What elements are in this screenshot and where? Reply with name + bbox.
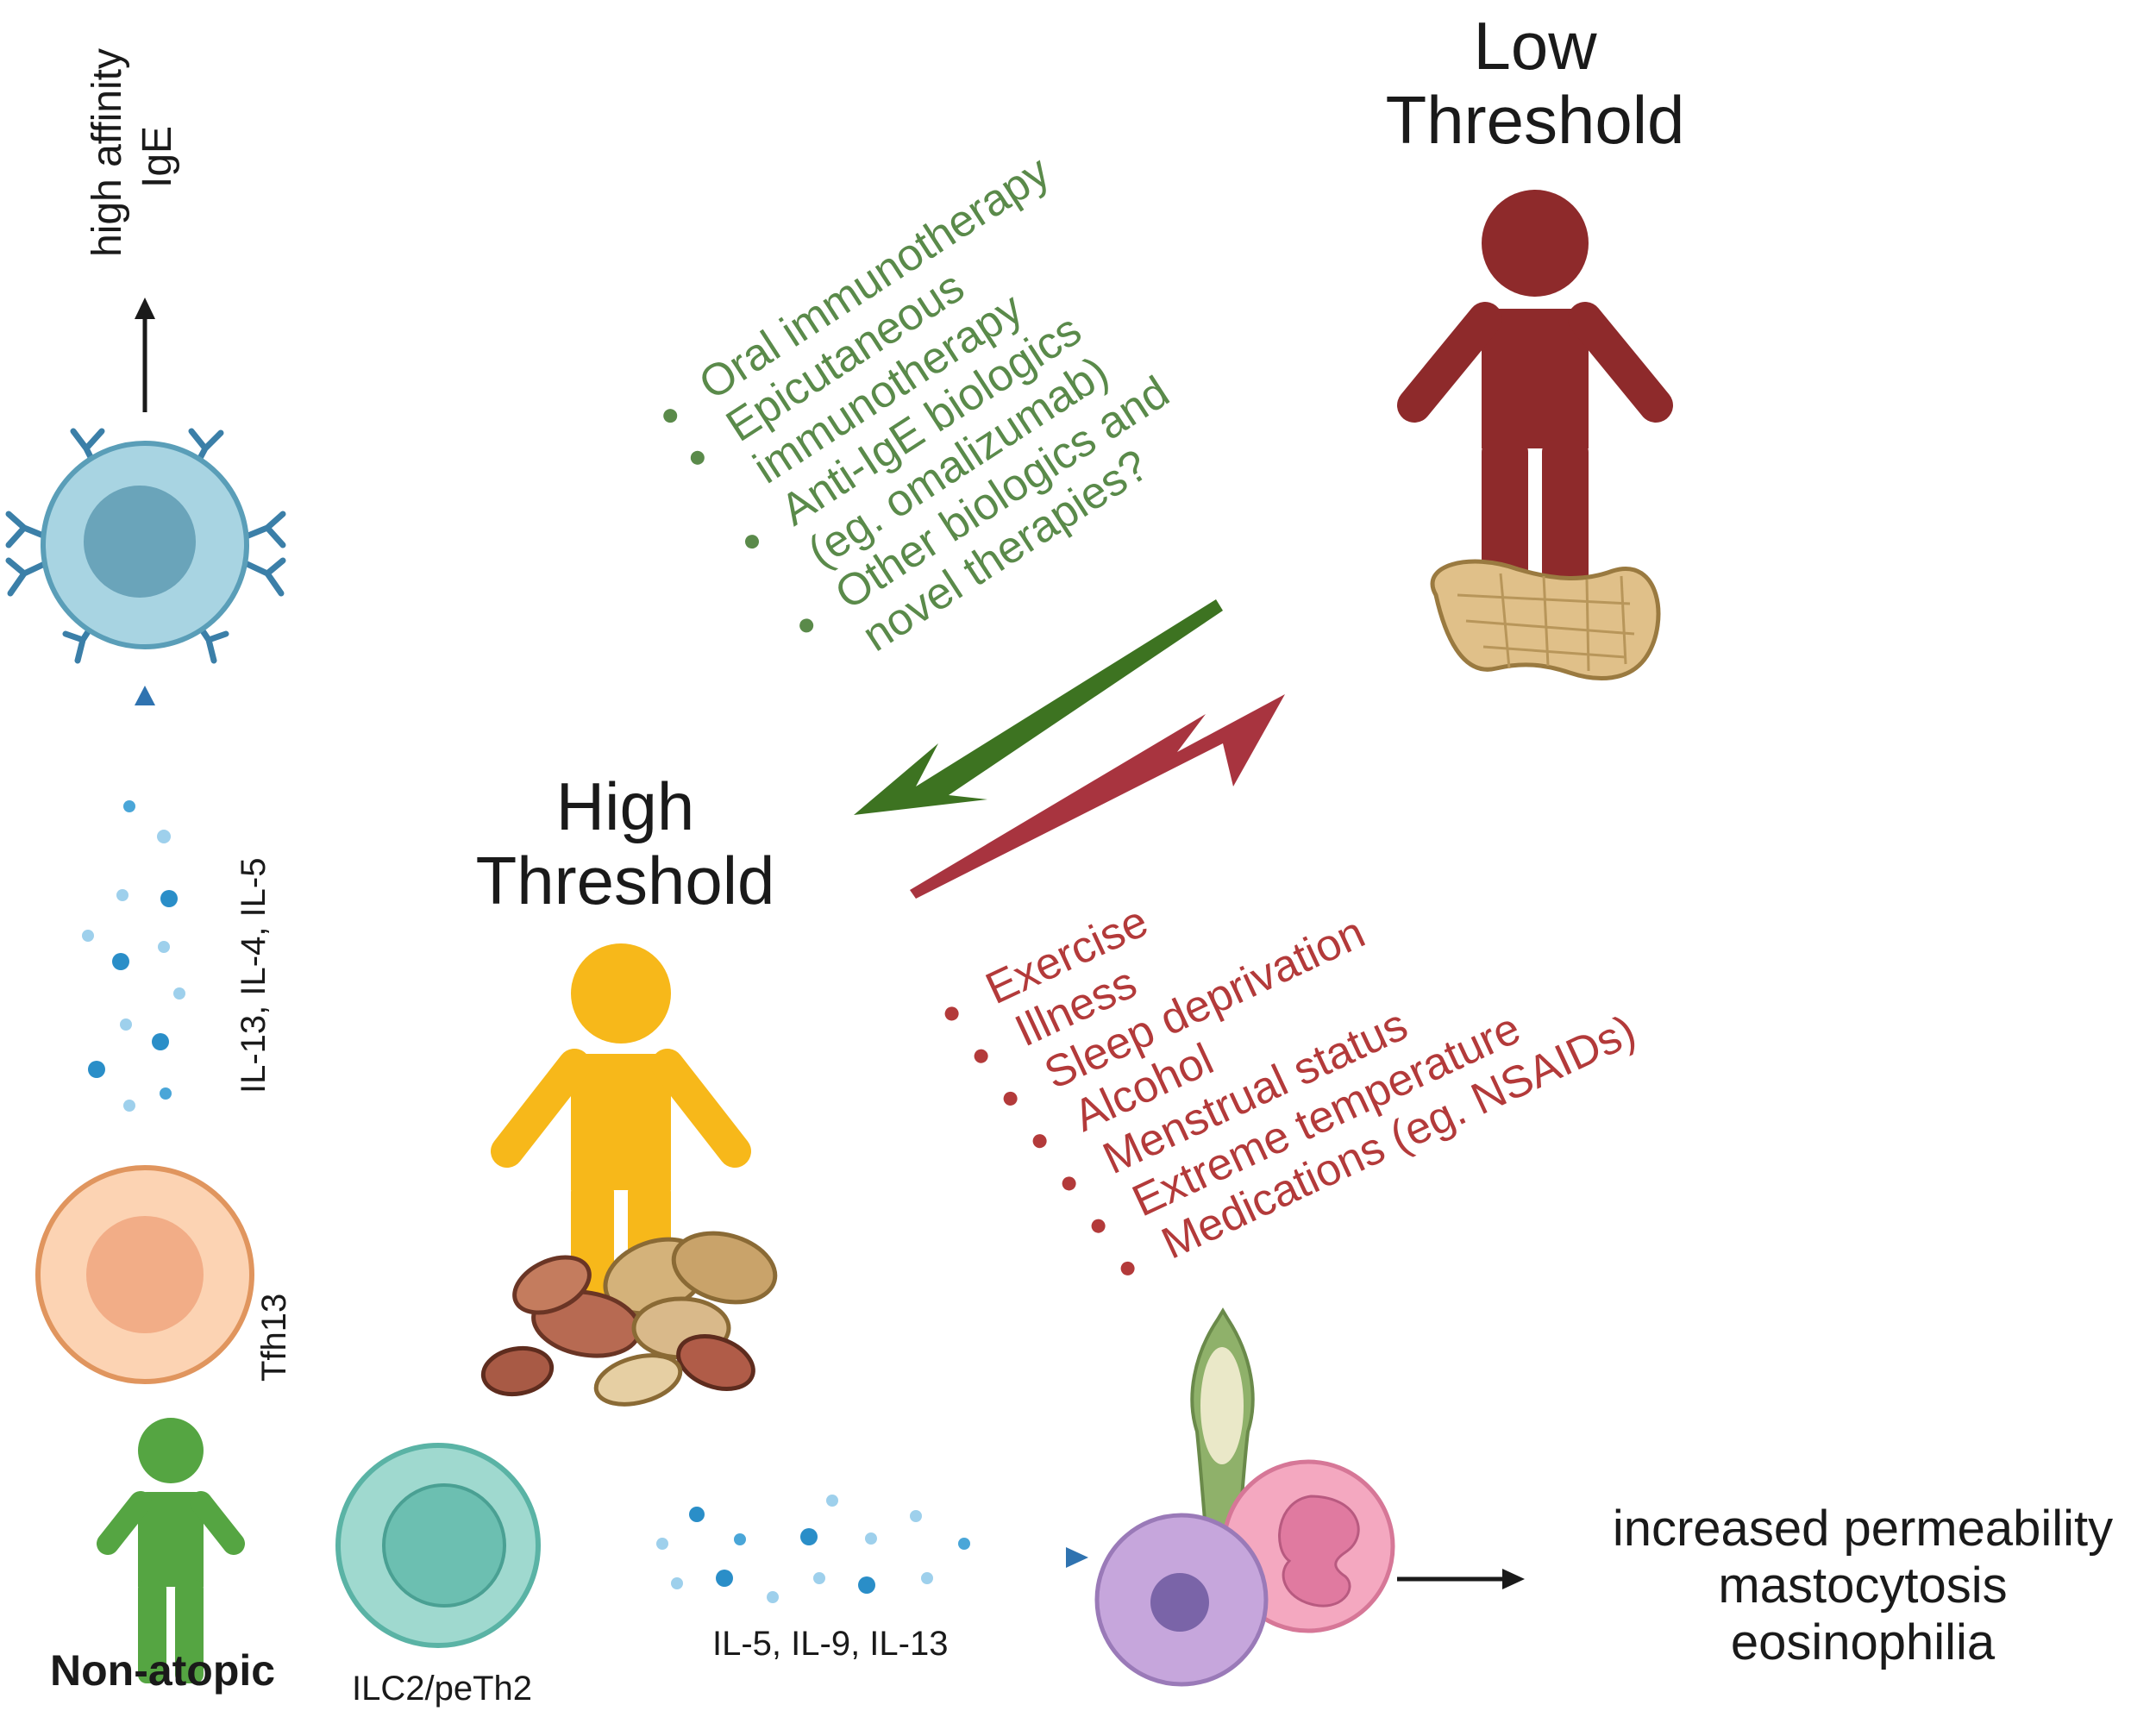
peanut-icon <box>1430 559 1661 680</box>
tfh13-label: Tfh13 <box>255 1293 293 1382</box>
cytokine-dots-horizontal <box>656 1495 970 1603</box>
outcome-increased-permeability: increased permeability <box>1612 1501 2114 1557</box>
outcomes-label: increased permeability mastocytosis eosi… <box>1578 1501 2147 1671</box>
granulocytes-cluster-icon <box>1094 1307 1395 1687</box>
tfh13-cell-icon <box>35 1165 254 1384</box>
b-cell-cytokines-label: IL-13, IL-4, IL-5 <box>235 857 273 1094</box>
high-threshold-title-line-1: High <box>555 768 695 844</box>
b-cell-to-ige-arrowhead <box>135 298 155 319</box>
high-affinity-ige-line-2: IgE <box>135 125 180 188</box>
high-threshold-title-line-2: Threshold <box>475 843 775 918</box>
decrease-threshold-arrow <box>854 599 1223 815</box>
non-atopic-person-icon <box>97 1418 245 1683</box>
granulocytes-to-outcomes-arrowhead <box>1502 1569 1525 1589</box>
tfh13-to-b-cell-arrowhead <box>135 686 155 705</box>
ilc2-cell-icon <box>335 1443 541 1648</box>
outcome-eosinophilia: eosinophilia <box>1730 1614 1996 1670</box>
cytokine-dots <box>82 800 185 1112</box>
high-affinity-ige-line-1: high affinity <box>85 48 130 257</box>
non-atopic-label: Non-atopic <box>50 1646 276 1695</box>
low-threshold-person-icon <box>1397 190 1673 623</box>
b-cell-with-ige-icon <box>5 428 286 664</box>
ilc2-label: ILC2/peTh2 <box>352 1670 533 1708</box>
low-threshold-title-line-1: Low <box>1473 8 1597 84</box>
ilc2-to-granulocytes-arrowhead <box>1066 1547 1088 1568</box>
low-threshold-title-line-2: Threshold <box>1385 82 1685 158</box>
outcome-mastocytosis: mastocytosis <box>1718 1557 2008 1614</box>
ilc2-cytokines-label: IL-5, IL-9, IL-13 <box>712 1625 949 1663</box>
increase-threshold-arrow <box>910 694 1285 899</box>
high-threshold-title: High Threshold <box>448 769 802 918</box>
high-affinity-ige-label: high affinity IgE <box>83 48 183 257</box>
peanut-pile-icon <box>480 1231 778 1407</box>
low-threshold-title: Low Threshold <box>1363 9 1708 157</box>
